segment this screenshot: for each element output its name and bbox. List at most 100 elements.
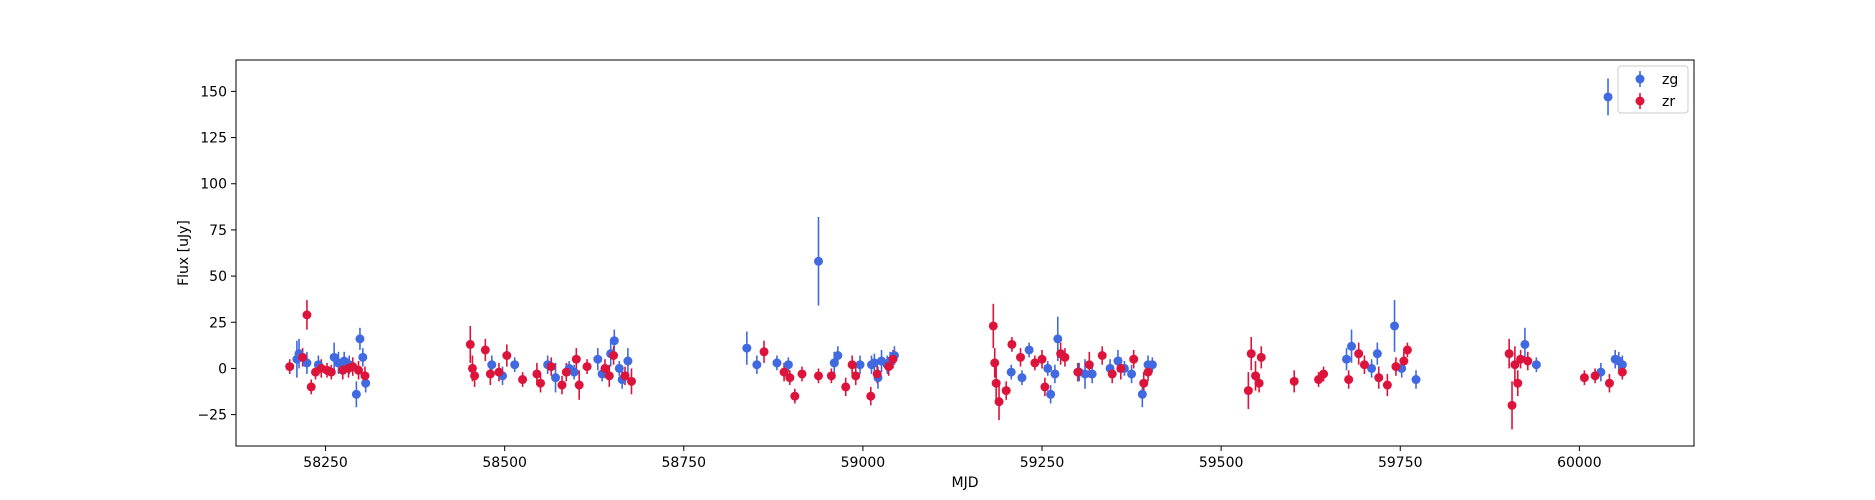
zr-data-point (1344, 375, 1354, 385)
zg-data-point (1053, 334, 1063, 344)
zg-data-point (833, 351, 843, 361)
zg-data-point (869, 358, 879, 368)
zr-data-point (1037, 354, 1047, 364)
zr-data-point (797, 369, 807, 379)
zg-legend-marker (1635, 74, 1645, 84)
zr-data-point (1507, 400, 1517, 410)
zg-data-point (772, 358, 782, 368)
zr-data-point (841, 382, 851, 392)
zg-data-point (355, 334, 365, 344)
zr-data-point (1060, 352, 1070, 362)
zg-data-point (783, 360, 793, 370)
zr-data-point (1116, 363, 1126, 373)
zg-data-point (1087, 369, 1097, 379)
zr-data-point (467, 363, 477, 373)
zr-data-point (1604, 378, 1614, 388)
zr-data-point (1030, 358, 1040, 368)
zr-data-point (994, 397, 1004, 407)
legend-items: zg zr (1635, 71, 1678, 110)
zg-data-point (1046, 389, 1056, 399)
zr-data-point (888, 354, 898, 364)
zg-data-point (510, 360, 520, 370)
zr-data-point (298, 352, 308, 362)
zg-data-point (1113, 356, 1123, 366)
zr-data-point (502, 351, 512, 361)
zr-data-point (1319, 369, 1329, 379)
zr-legend-marker (1635, 96, 1645, 106)
zr-data-point (1402, 345, 1412, 355)
zr-data-point (813, 371, 823, 381)
zr-data-point (1243, 386, 1253, 396)
zg-data-point (1050, 369, 1060, 379)
x-tick-label: 58250 (303, 455, 348, 471)
y-axis-ticks: −25 0 25 50 75 100 125 150 (197, 84, 236, 424)
zr-data-point (1513, 378, 1523, 388)
y-tick-label: 100 (200, 177, 227, 193)
zr-data-point (1510, 360, 1520, 370)
zr-data-point (785, 373, 795, 383)
zr-data-point (306, 382, 316, 392)
zr-data-point (561, 367, 571, 377)
zr-data-point (1001, 386, 1011, 396)
zr-data-point (1073, 367, 1083, 377)
zr-data-point (1256, 352, 1266, 362)
zr-data-point (600, 363, 610, 373)
zg-data-point (1372, 349, 1382, 359)
zr-data-point (884, 362, 894, 372)
zr-data-point (518, 375, 528, 385)
zr-data-point (1007, 339, 1017, 349)
zg-data-point (1347, 341, 1357, 351)
zg-data-point (829, 358, 839, 368)
zg-data-point (742, 343, 752, 353)
zr-data-point (609, 351, 619, 361)
zr-data-point (1129, 354, 1139, 364)
zr-data-point (790, 391, 800, 401)
x-tick-label: 59750 (1378, 455, 1423, 471)
zr-data-point (465, 339, 475, 349)
zr-data-point (1251, 371, 1261, 381)
zg-data-point (1617, 360, 1627, 370)
x-tick-label: 59000 (841, 455, 886, 471)
x-tick-label: 58500 (482, 455, 527, 471)
zg-data-point (1367, 363, 1377, 373)
zg-data-point (487, 360, 497, 370)
zr-data-point (1391, 362, 1401, 372)
zg-legend-label: zg (1662, 72, 1678, 88)
zr-data-point (360, 371, 370, 381)
zr-data-point (1523, 356, 1533, 366)
zr-data-point (285, 362, 295, 372)
plot-frame (235, 59, 1695, 447)
zr-data-point (1040, 382, 1050, 392)
zg-data-point (1531, 360, 1541, 370)
zr-data-point (494, 367, 504, 377)
y-tick-label: 0 (218, 361, 227, 377)
zr-data-point (604, 371, 614, 381)
x-axis-label: MJD (952, 475, 979, 491)
zr-data-point (574, 380, 584, 390)
x-tick-label: 58750 (662, 455, 707, 471)
x-axis-ticks: 58250 58500 58750 59000 59250 59500 59750 60000 (303, 446, 1602, 471)
zr-data-point (1254, 378, 1264, 388)
zr-data-point (990, 358, 1000, 368)
zr-data-point (1590, 371, 1600, 381)
zr-legend-label: zr (1662, 94, 1675, 110)
zr-data-point (872, 369, 882, 379)
zr-data-point (480, 345, 490, 355)
zg-data-point (361, 378, 371, 388)
x-tick-label: 59500 (1199, 455, 1244, 471)
zg-data-point (1043, 363, 1053, 373)
zr-data-point (1399, 356, 1409, 366)
zr-data-point (1617, 367, 1627, 377)
y-tick-label: −25 (197, 408, 227, 424)
zr-data-point (1016, 352, 1026, 362)
zr-data-point (354, 365, 364, 375)
zr-data-point (546, 362, 556, 372)
zr-data-point (1107, 369, 1117, 379)
zr-data-point (571, 354, 581, 364)
zg-data-point (752, 360, 762, 370)
zg-data-point (1603, 92, 1613, 102)
zr-data-point (532, 369, 542, 379)
zr-data-point (991, 378, 1001, 388)
zr-data-point (1359, 360, 1369, 370)
